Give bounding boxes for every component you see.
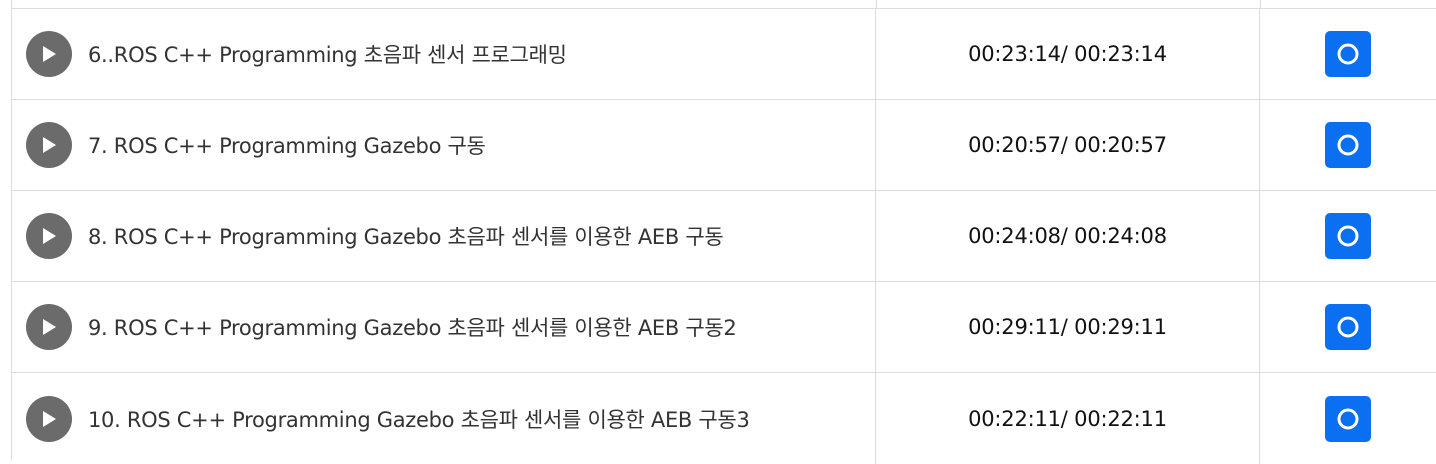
lecture-table: 6..ROS C++ Programming 초음파 센서 프로그래밍 00:2… bbox=[11, 0, 1436, 464]
play-button[interactable] bbox=[26, 122, 72, 168]
lecture-row: 10. ROS C++ Programming Gazebo 초음파 센서를 이… bbox=[12, 373, 1436, 464]
column-divider bbox=[1260, 0, 1261, 8]
lecture-duration: 00:20:57/ 00:20:57 bbox=[876, 100, 1260, 190]
lecture-status-cell bbox=[1260, 191, 1436, 281]
lecture-row: 9. ROS C++ Programming Gazebo 초음파 센서를 이용… bbox=[12, 282, 1436, 373]
lecture-title-cell: 9. ROS C++ Programming Gazebo 초음파 센서를 이용… bbox=[12, 282, 876, 372]
lecture-status-cell bbox=[1260, 373, 1436, 464]
lecture-title[interactable]: 6..ROS C++ Programming 초음파 센서 프로그래밍 bbox=[88, 43, 567, 67]
lecture-status-cell bbox=[1260, 282, 1436, 372]
lecture-title[interactable]: 7. ROS C++ Programming Gazebo 구동 bbox=[88, 134, 486, 158]
play-button[interactable] bbox=[26, 213, 72, 259]
column-divider bbox=[876, 0, 877, 8]
circle-o-icon bbox=[1337, 134, 1359, 156]
lecture-title[interactable]: 10. ROS C++ Programming Gazebo 초음파 센서를 이… bbox=[88, 407, 750, 432]
status-button[interactable] bbox=[1325, 122, 1371, 168]
status-button[interactable] bbox=[1325, 395, 1371, 442]
status-button[interactable] bbox=[1325, 213, 1371, 259]
status-button[interactable] bbox=[1325, 31, 1371, 77]
lecture-status-cell bbox=[1260, 100, 1436, 190]
play-icon bbox=[43, 319, 56, 335]
circle-o-icon bbox=[1337, 316, 1359, 338]
lecture-title-cell: 7. ROS C++ Programming Gazebo 구동 bbox=[12, 100, 876, 190]
circle-o-icon bbox=[1337, 43, 1359, 65]
lecture-duration: 00:29:11/ 00:29:11 bbox=[876, 282, 1260, 372]
play-button[interactable] bbox=[26, 395, 72, 442]
play-icon bbox=[43, 410, 56, 427]
play-button[interactable] bbox=[26, 31, 72, 77]
lecture-title[interactable]: 8. ROS C++ Programming Gazebo 초음파 센서를 이용… bbox=[88, 225, 724, 249]
lecture-row: 8. ROS C++ Programming Gazebo 초음파 센서를 이용… bbox=[12, 191, 1436, 282]
circle-o-icon bbox=[1337, 225, 1359, 247]
lecture-title[interactable]: 9. ROS C++ Programming Gazebo 초음파 센서를 이용… bbox=[88, 316, 737, 340]
lecture-row: 7. ROS C++ Programming Gazebo 구동 00:20:5… bbox=[12, 100, 1436, 191]
lecture-duration: 00:23:14/ 00:23:14 bbox=[876, 9, 1260, 99]
lecture-status-cell bbox=[1260, 9, 1436, 99]
play-icon bbox=[43, 228, 56, 244]
lecture-title-cell: 6..ROS C++ Programming 초음파 센서 프로그래밍 bbox=[12, 9, 876, 99]
lecture-duration: 00:22:11/ 00:22:11 bbox=[876, 373, 1260, 464]
play-button[interactable] bbox=[26, 304, 72, 350]
play-icon bbox=[43, 46, 56, 62]
status-button[interactable] bbox=[1325, 304, 1371, 350]
lecture-duration: 00:24:08/ 00:24:08 bbox=[876, 191, 1260, 281]
lecture-row: 6..ROS C++ Programming 초음파 센서 프로그래밍 00:2… bbox=[12, 9, 1436, 100]
previous-row-stub bbox=[12, 0, 1436, 9]
lecture-title-cell: 8. ROS C++ Programming Gazebo 초음파 센서를 이용… bbox=[12, 191, 876, 281]
circle-o-icon bbox=[1337, 408, 1359, 429]
play-icon bbox=[43, 137, 56, 153]
lecture-title-cell: 10. ROS C++ Programming Gazebo 초음파 센서를 이… bbox=[12, 373, 876, 464]
